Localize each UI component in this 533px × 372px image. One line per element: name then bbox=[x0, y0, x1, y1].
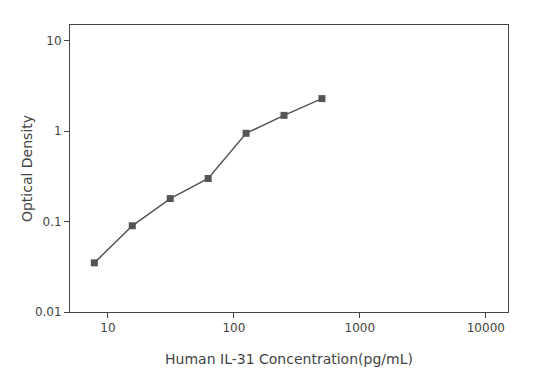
svg-text:10000: 10000 bbox=[467, 321, 505, 335]
svg-text:1: 1 bbox=[54, 124, 62, 138]
svg-text:0.1: 0.1 bbox=[43, 215, 62, 229]
svg-text:Human IL-31 Concentration(pg/m: Human IL-31 Concentration(pg/mL) bbox=[165, 351, 413, 367]
svg-text:10: 10 bbox=[46, 34, 61, 48]
svg-text:1000: 1000 bbox=[345, 321, 376, 335]
svg-text:10: 10 bbox=[100, 321, 115, 335]
svg-text:0.01: 0.01 bbox=[35, 305, 62, 319]
svg-text:Optical Density: Optical Density bbox=[19, 115, 35, 222]
svg-text:100: 100 bbox=[222, 321, 245, 335]
